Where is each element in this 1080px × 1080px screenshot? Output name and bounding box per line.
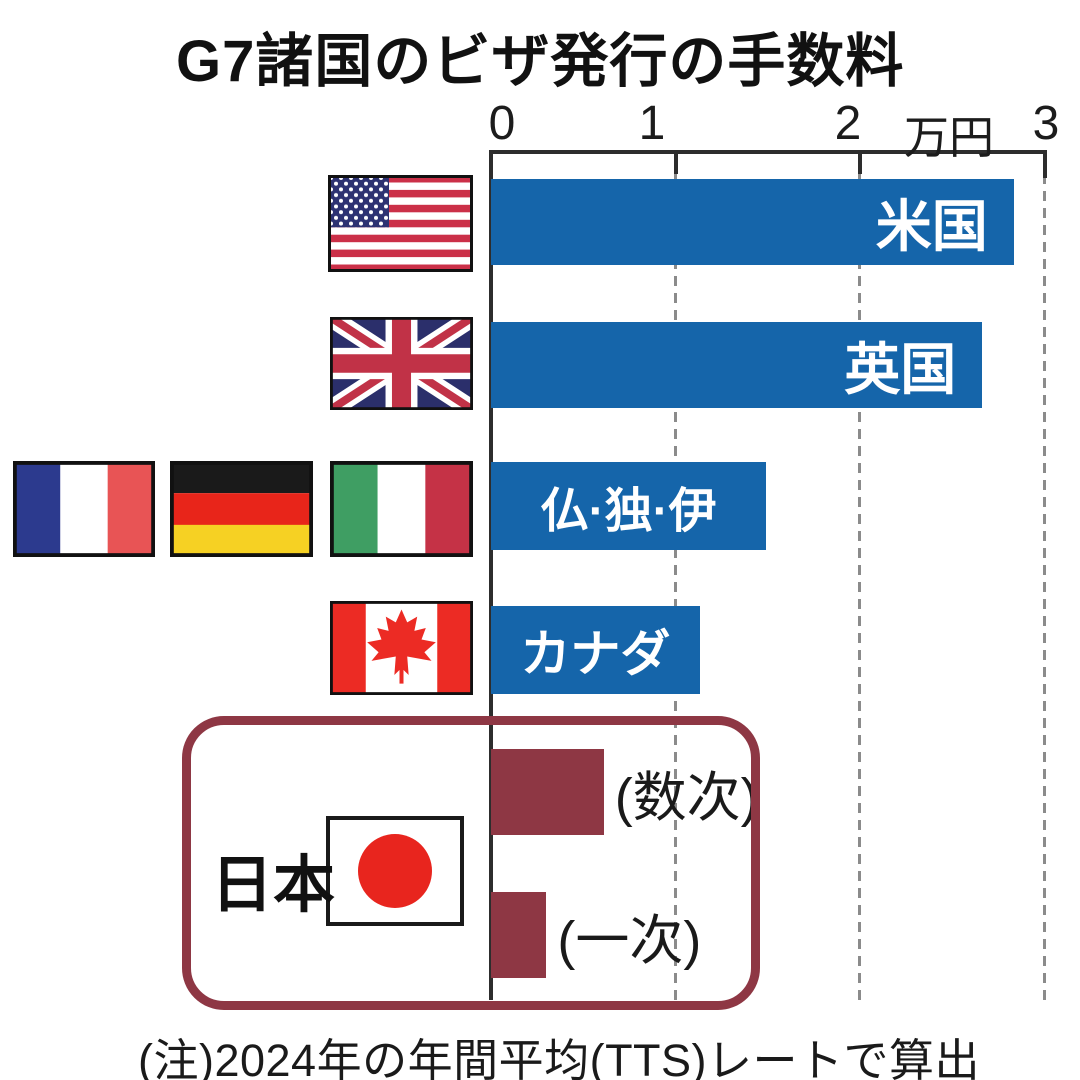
japan-multiple-entry-row: (数次)	[491, 749, 759, 835]
axis-tick-mark-2	[858, 150, 862, 174]
japan-flag-icon	[326, 816, 464, 926]
france-flag-icon	[13, 461, 156, 558]
gridline-2	[858, 174, 861, 1002]
source-note: (注)2024年の年間平均(TTS)レートで算出	[138, 1035, 981, 1080]
uk-flag-icon	[324, 309, 479, 418]
germany-flag-icon	[170, 461, 314, 558]
bar-label-usa: 米国	[875, 194, 988, 258]
bar-label-uk: 英国	[844, 337, 957, 401]
axis-tick-2: 2	[834, 97, 862, 150]
japan-single-entry-row: (一次)	[491, 892, 701, 978]
axis-zero-line	[489, 150, 493, 1000]
usa-flag-icon	[328, 175, 473, 272]
bar-japan-multiple-entry	[491, 749, 604, 835]
japan-group-box	[182, 716, 760, 1010]
japan-group-label: 日本	[211, 851, 336, 920]
japan-single-entry-label: (一次)	[557, 910, 702, 971]
bar-france-germany-italy: 仏·独·伊	[491, 462, 767, 550]
axis-top-line	[489, 150, 1047, 154]
japan-multiple-entry-label: (数次)	[614, 767, 759, 828]
bar-usa: 米国	[491, 179, 1014, 265]
axis-unit-label: 万円	[904, 112, 995, 163]
page-title: G7諸国のビザ発行の手数料	[176, 29, 905, 94]
axis-tick-3: 3	[1032, 97, 1060, 150]
bar-label-france-germany-italy: 仏·独·伊	[540, 485, 717, 538]
bar-japan-single-entry	[491, 892, 547, 978]
bar-uk: 英国	[491, 322, 983, 408]
italy-flag-icon	[330, 461, 474, 558]
bar-label-canada: カナダ	[520, 626, 671, 682]
bar-canada: カナダ	[491, 606, 700, 694]
axis-tick-1: 1	[638, 97, 666, 150]
canada-flag-icon	[330, 601, 473, 695]
axis-tick-mark-1	[674, 150, 678, 174]
gridline-3	[1043, 174, 1046, 1002]
axis-tick-mark-3	[1043, 150, 1047, 178]
axis-tick-0: 0	[488, 97, 516, 150]
gridline-1	[674, 174, 677, 1002]
